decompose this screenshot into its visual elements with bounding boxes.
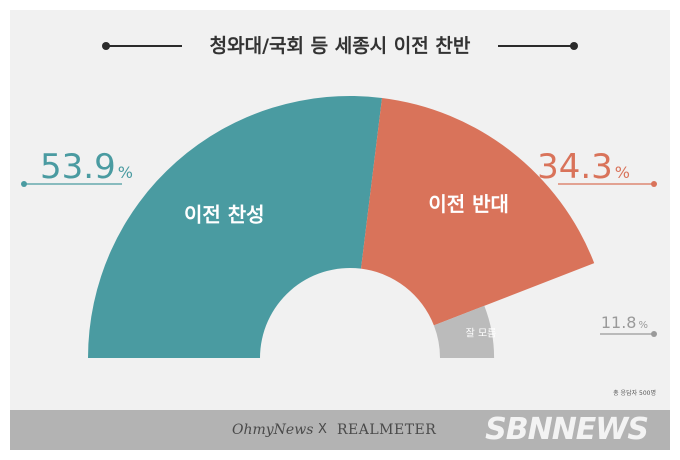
slice-3 xyxy=(433,305,495,358)
slice-2 xyxy=(360,97,595,326)
title-right-dot xyxy=(570,42,578,50)
value-dot-2 xyxy=(651,181,657,187)
value-label-3: 11.8% xyxy=(601,313,648,332)
value-label-1: 53.9% xyxy=(40,147,133,187)
slice-1 xyxy=(88,95,383,359)
logo-separator: X xyxy=(318,422,327,437)
realmeter-logo: REALMETER xyxy=(337,422,437,438)
chart-title: 청와대/국회 등 세종시 이전 찬반 xyxy=(209,35,471,57)
chart-card: 청와대/국회 등 세종시 이전 찬반 이전 찬성 53.9% 이전 반대 34.3% 잘… xyxy=(10,10,670,450)
value-dot-3 xyxy=(651,331,657,337)
value-label-2: 34.3% xyxy=(537,147,630,187)
sbnnews-watermark: SBNNEWS xyxy=(485,412,649,447)
respondent-note: 총 응답자 500명 xyxy=(613,390,656,397)
title-right-line xyxy=(498,45,574,47)
footer-bar: OhmyNews X REALMETER SBNNEWS xyxy=(10,410,670,450)
slice-label-1: 이전 찬성 xyxy=(184,202,265,226)
slice-label-3: 잘 모름 xyxy=(466,327,497,339)
title-left-line xyxy=(106,45,182,47)
title-row: 청와대/국회 등 세종시 이전 찬반 xyxy=(10,34,670,58)
ohmynews-logo: OhmyNews xyxy=(232,422,314,438)
half-donut-chart: 이전 찬성 53.9 % 이전 반대 34.3 % 잘 모름 11.8% xyxy=(21,95,657,359)
slice-label-2: 이전 반대 xyxy=(428,192,509,216)
value-dot-1 xyxy=(21,181,27,187)
